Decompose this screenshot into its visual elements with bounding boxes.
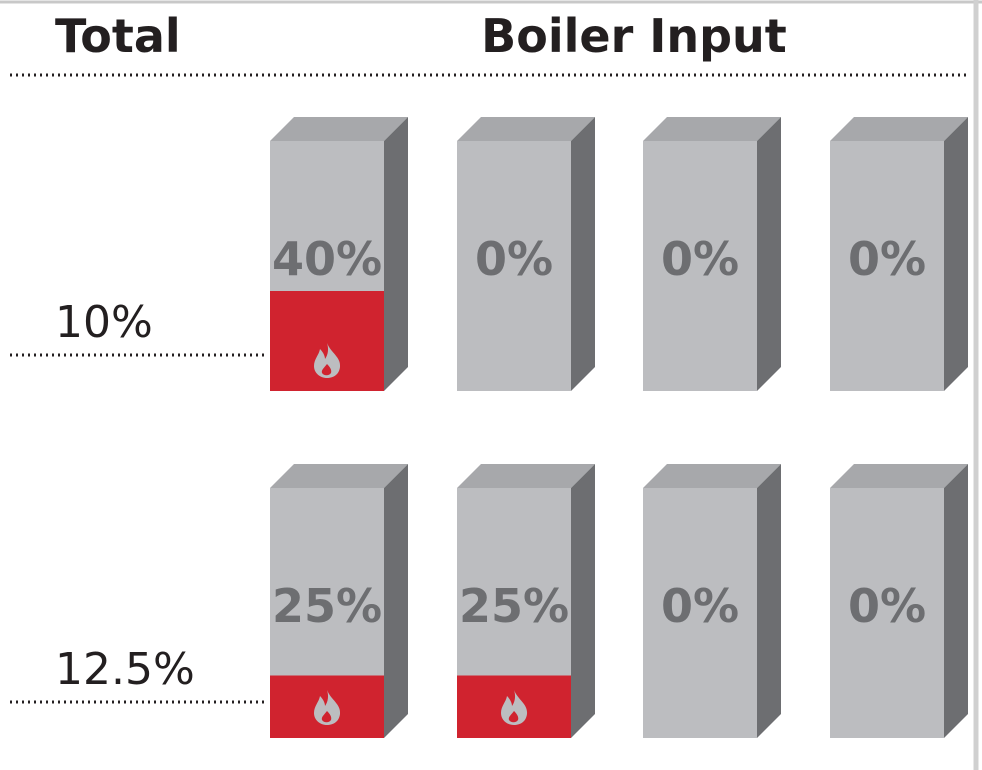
total-header: Total	[55, 9, 181, 63]
boiler-percent: 0%	[848, 579, 926, 633]
boiler-front	[643, 488, 757, 738]
boiler-top	[457, 464, 595, 488]
boiler-side	[571, 464, 595, 738]
total-label: 12.5%	[55, 644, 195, 695]
boiler-side	[944, 117, 968, 391]
boiler-side	[384, 117, 408, 391]
boiler-percent: 25%	[272, 579, 382, 633]
boiler-top	[643, 117, 781, 141]
boiler-side	[384, 464, 408, 738]
boiler-top	[830, 117, 968, 141]
boiler-top	[830, 464, 968, 488]
boiler-front	[830, 141, 944, 391]
boiler-percent: 40%	[272, 232, 382, 286]
boiler-percent: 0%	[475, 232, 553, 286]
boiler-percent: 0%	[661, 232, 739, 286]
boiler-input-header: Boiler Input	[481, 9, 787, 63]
boiler-front	[643, 141, 757, 391]
flame-icon	[314, 690, 341, 725]
boiler-top	[643, 464, 781, 488]
boiler-load	[270, 291, 384, 391]
boiler-front	[457, 141, 571, 391]
boiler-side	[757, 117, 781, 391]
boiler-top	[270, 117, 408, 141]
boiler-percent: 0%	[661, 579, 739, 633]
total-label: 10%	[55, 297, 153, 348]
flame-icon	[314, 343, 341, 378]
boiler-top	[270, 464, 408, 488]
boiler-percent: 25%	[459, 579, 569, 633]
flame-icon	[501, 690, 528, 725]
boiler-top	[457, 117, 595, 141]
boiler-side	[571, 117, 595, 391]
boiler-percent: 0%	[848, 232, 926, 286]
boiler-side	[944, 464, 968, 738]
boiler-front	[830, 488, 944, 738]
boiler-side	[757, 464, 781, 738]
